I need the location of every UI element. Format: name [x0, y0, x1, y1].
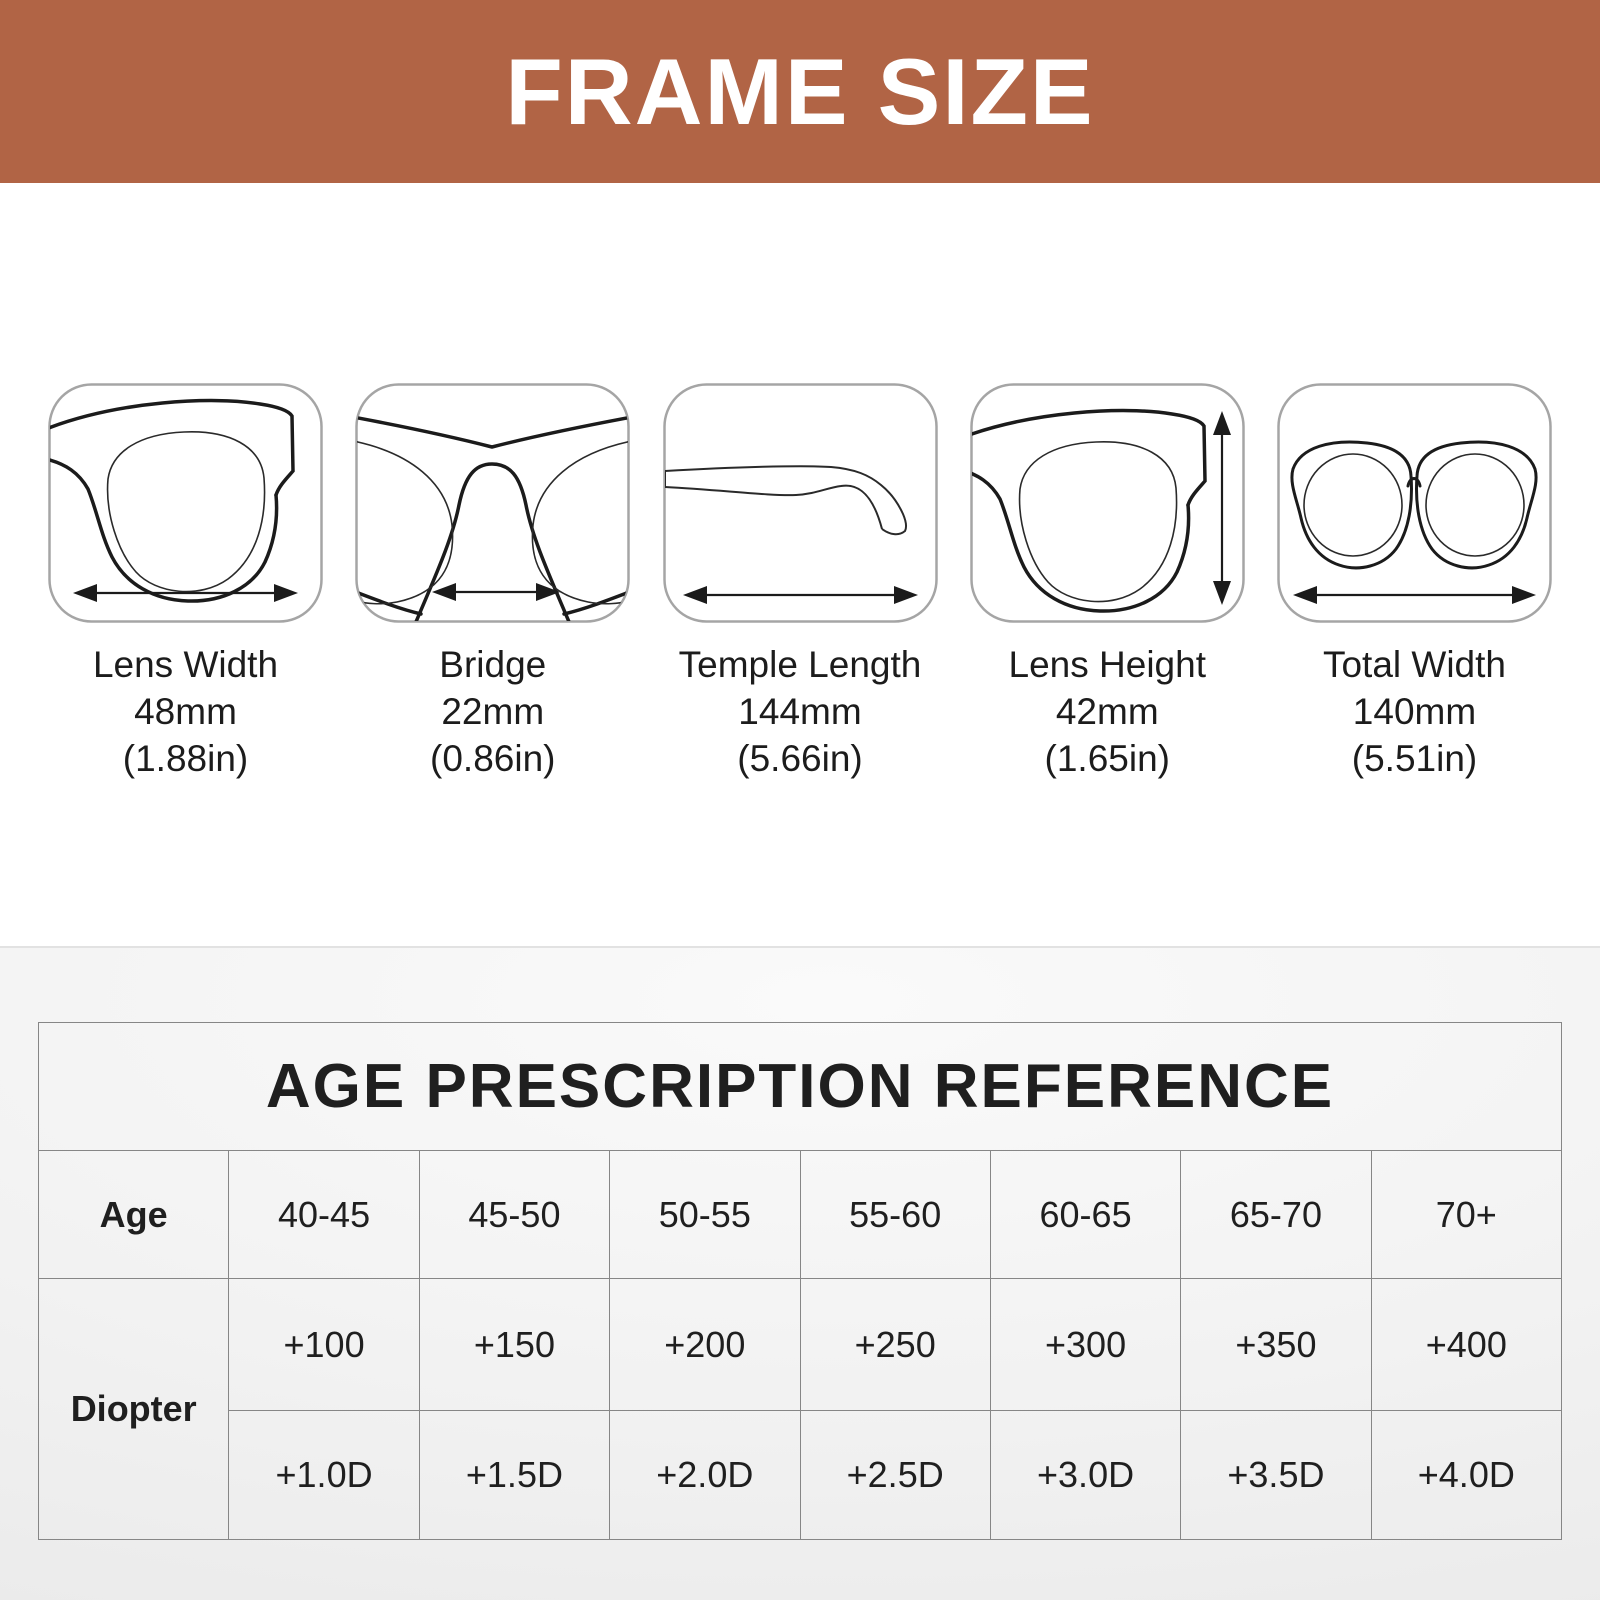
measurement-name: Bridge [439, 644, 547, 685]
card-box-border [970, 383, 1245, 623]
card-box-border [48, 383, 323, 623]
single-lens-outline-icon [50, 398, 298, 603]
measurement-inch: (5.66in) [737, 738, 863, 779]
measurement-card-total-width: Total Width 140mm (5.51in) [1277, 383, 1552, 782]
measurement-label: Total Width 140mm (5.51in) [1277, 641, 1552, 782]
diopter-d-value-cell: +1.0D [228, 1410, 420, 1540]
age-row: Age 40-45 45-50 50-55 55-60 60-65 65-70 … [37, 1150, 1563, 1279]
single-lens-outline-icon [971, 408, 1231, 613]
measurement-cards: Lens Width 48mm (1.88in) [48, 383, 1552, 782]
age-value-cell: 45-50 [418, 1150, 611, 1279]
diopter-row-1: Diopter +100 +150 +200 +250 +300 +350 +4… [37, 1278, 1563, 1540]
age-prescription-table: AGE PRESCRIPTION REFERENCE Age 40-45 45-… [37, 1022, 1563, 1540]
diopter-row-label: Diopter [37, 1278, 230, 1540]
age-value-cell: 40-45 [228, 1150, 420, 1279]
measurement-mm: 144mm [738, 691, 862, 732]
measurement-mm: 42mm [1055, 691, 1159, 732]
diopter-value-cell: +200 [609, 1278, 801, 1411]
diopter-d-value-cell: +3.0D [989, 1410, 1182, 1540]
measurement-mm: 140mm [1352, 691, 1477, 732]
horizontal-arrow-icon [1293, 586, 1536, 604]
diopter-value-cell: +400 [1370, 1278, 1563, 1411]
measurement-inch: (1.65in) [1044, 738, 1170, 779]
measurement-section: Lens Width 48mm (1.88in) [0, 183, 1600, 946]
diopter-d-value-cell: +2.5D [799, 1410, 991, 1540]
diopter-value-cell: +350 [1180, 1278, 1372, 1411]
measurement-label: Lens Width 48mm (1.88in) [48, 641, 323, 782]
page-title: FRAME SIZE [505, 38, 1095, 144]
age-value-cell: 60-65 [989, 1150, 1182, 1279]
measurement-card-temple-length: Temple Length 144mm (5.66in) [662, 383, 938, 782]
age-prescription-panel: AGE PRESCRIPTION REFERENCE Age 40-45 45-… [0, 946, 1600, 1600]
horizontal-arrow-icon [682, 586, 918, 604]
diopter-d-value-cell: +1.5D [418, 1410, 611, 1540]
frame-size-banner: FRAME SIZE [0, 0, 1600, 183]
age-value-cell: 55-60 [799, 1150, 991, 1279]
lens-width-diagram [48, 383, 323, 623]
age-value-cell: 50-55 [609, 1150, 801, 1279]
bridge-outline-icon [357, 415, 629, 621]
bridge-diagram [355, 383, 630, 623]
measurement-inch: (1.88in) [122, 738, 249, 779]
measurement-mm: 48mm [134, 691, 237, 732]
measurement-inch: (5.51in) [1351, 738, 1478, 779]
horizontal-arrow-icon [73, 584, 298, 602]
measurement-name: Temple Length [678, 644, 922, 685]
diopter-row-2: +1.0D +1.5D +2.0D +2.5D +3.0D +3.5D +4.0… [39, 1410, 1563, 1540]
card-box-border [662, 383, 938, 623]
diopter-value-cell: +250 [799, 1278, 991, 1411]
measurement-name: Total Width [1322, 644, 1506, 685]
measurement-name: Lens Width [92, 644, 279, 685]
card-box-border [1277, 383, 1552, 623]
age-value-cell: 65-70 [1180, 1150, 1372, 1279]
measurement-label: Bridge 22mm (0.86in) [355, 641, 630, 782]
measurement-inch: (0.86in) [430, 738, 556, 779]
age-value-cell: 70+ [1370, 1150, 1563, 1279]
measurement-mm: 22mm [441, 691, 545, 732]
measurement-label: Lens Height 42mm (1.65in) [970, 641, 1245, 782]
age-row-label: Age [37, 1150, 230, 1279]
diopter-value-cell: +100 [228, 1278, 420, 1411]
diopter-value-cell: +150 [418, 1278, 611, 1411]
lens-height-diagram [970, 383, 1245, 623]
measurement-card-lens-height: Lens Height 42mm (1.65in) [970, 383, 1245, 782]
total-width-diagram [1277, 383, 1552, 623]
card-box-border [355, 383, 630, 623]
measurement-name: Lens Height [1008, 644, 1206, 685]
table-title: AGE PRESCRIPTION REFERENCE [38, 1022, 1562, 1151]
diopter-d-value-cell: +2.0D [609, 1410, 801, 1540]
measurement-card-lens-width: Lens Width 48mm (1.88in) [48, 383, 323, 782]
diopter-d-value-cell: +3.5D [1180, 1410, 1372, 1540]
diopter-value-cell: +300 [989, 1278, 1182, 1411]
diopter-d-value-cell: +4.0D [1370, 1410, 1563, 1540]
measurement-card-bridge: Bridge 22mm (0.86in) [355, 383, 630, 782]
measurement-label: Temple Length 144mm (5.66in) [663, 641, 938, 782]
temple-arm-outline-icon [664, 465, 918, 604]
horizontal-arrow-icon [432, 583, 561, 601]
vertical-arrow-icon [1212, 411, 1231, 605]
temple-length-diagram [662, 383, 938, 623]
full-glasses-outline-icon [1290, 440, 1538, 604]
